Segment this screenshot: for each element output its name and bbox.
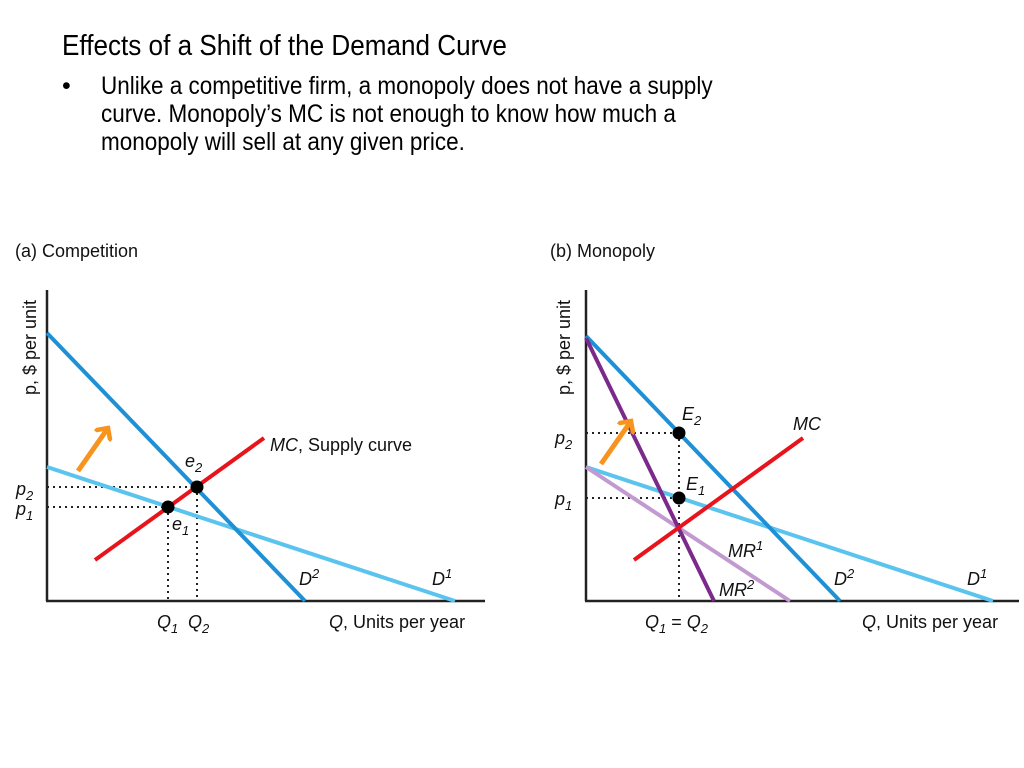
panel-a-y-axis-label: p, $ per unit [20, 300, 40, 395]
bullet-line-1: Unlike a competitive firm, a monopoly do… [101, 72, 713, 100]
panel-a-demand-d2 [45, 331, 307, 603]
panel-b-q1-q2-label: Q1 = Q2 [645, 612, 709, 636]
panel-monopoly: (b) Monopoly p, $ per unit E2 E1 MC MR1 … [550, 241, 1019, 636]
panel-b-mr1-label: MR1 [728, 538, 763, 561]
panel-b-title: (b) Monopoly [550, 241, 655, 261]
panel-b-mr2 [584, 337, 716, 602]
panel-a-demand-d1 [46, 465, 456, 603]
panel-b-d2-label: D2 [834, 566, 855, 589]
panel-a-mc-supply-curve [93, 436, 266, 562]
panel-b-E2-label: E2 [682, 404, 702, 428]
panel-b-x-axis-label: Q, Units per year [862, 612, 998, 632]
panel-b-p1-label: p1 [554, 489, 572, 513]
slide-title: Effects of a Shift of the Demand Curve [62, 30, 507, 62]
panel-b-demand-d1 [585, 465, 994, 603]
panel-b-demand-d2 [584, 334, 842, 603]
panel-a-x-axis-label: Q, Units per year [329, 612, 465, 632]
panel-b-point-E1 [672, 491, 686, 505]
panel-a-point-e2 [190, 480, 204, 494]
panel-a-q2-label: Q2 [188, 612, 210, 636]
panel-b-E1-label: E1 [686, 474, 705, 498]
panel-a-e2-label: e2 [185, 451, 203, 475]
panel-a-shift-arrow-icon [75, 428, 108, 473]
bullet-line-2: curve. Monopoly’s MC is not enough to kn… [101, 100, 676, 128]
panel-b-point-E2 [672, 426, 686, 440]
panel-b-mc-label: MC [793, 414, 822, 434]
panel-b-shift-arrow-icon [598, 421, 631, 466]
bullet-line-3: monopoly will sell at any given price. [101, 128, 465, 156]
panel-a-q1-label: Q1 [157, 612, 178, 636]
panel-b-p2-label: p2 [554, 428, 573, 452]
panel-a-mc-label: MC, Supply curve [270, 435, 412, 455]
panel-a-point-e1 [161, 500, 175, 514]
panel-a-e1-label: e1 [172, 514, 189, 538]
panel-a-p2-label: p2 [15, 479, 34, 503]
panel-b-mr1 [584, 465, 792, 603]
panel-b-mc-curve [632, 436, 805, 562]
bullet-marker: • [62, 72, 71, 100]
panel-competition: (a) Competition p, $ per unit MC, Supply… [15, 241, 485, 636]
panel-a-d1-label: D1 [432, 566, 452, 589]
panel-b-d1-label: D1 [967, 566, 987, 589]
panel-a-d2-label: D2 [299, 566, 320, 589]
panel-a-p1-label: p1 [15, 499, 33, 523]
panel-b-y-axis-label: p, $ per unit [554, 300, 574, 395]
panel-b-mr2-label: MR2 [719, 577, 755, 600]
panel-a-title: (a) Competition [15, 241, 138, 261]
